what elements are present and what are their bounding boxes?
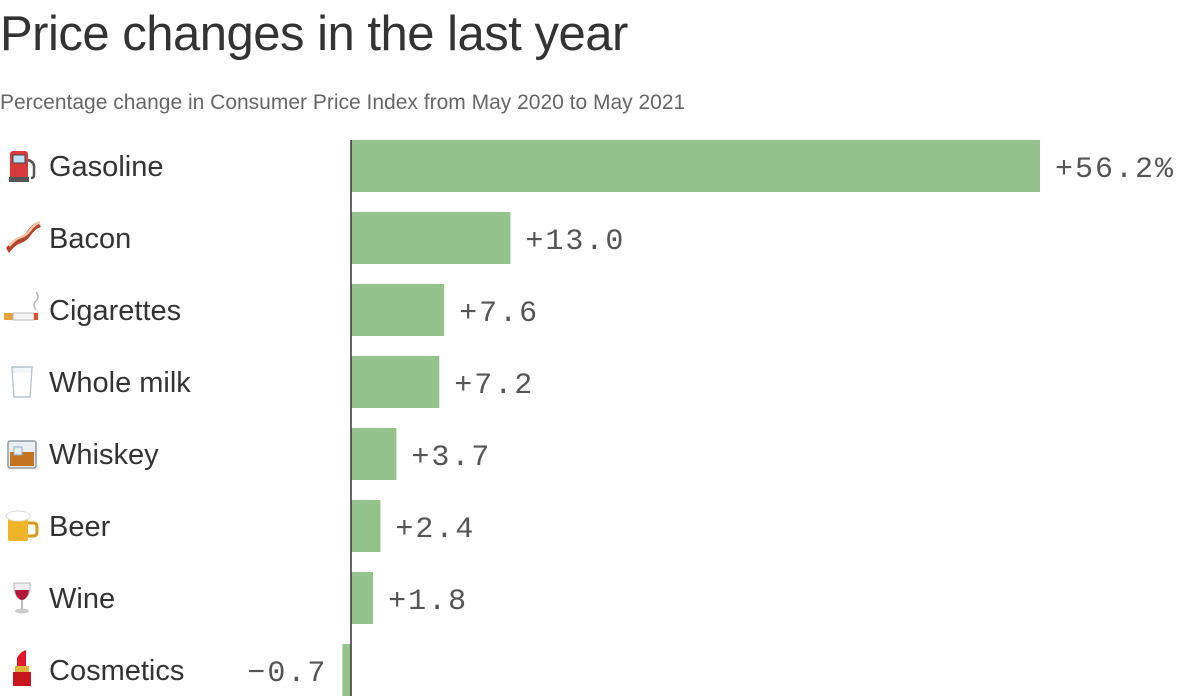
value-label: +13.0 [525, 225, 625, 259]
category-label: Wine [49, 583, 115, 615]
value-label: +2.4 [395, 513, 475, 547]
value-label: +3.7 [411, 441, 491, 475]
chart-title: Price changes in the last year [0, 7, 628, 61]
category-label: Whiskey [49, 439, 159, 471]
whiskey-glass-icon [7, 440, 37, 469]
category-label: Beer [49, 511, 111, 543]
category-label: Gasoline [49, 151, 163, 183]
bar [351, 428, 397, 480]
fuel-pump-icon [9, 151, 36, 182]
bar [351, 284, 445, 336]
category-label: Whole milk [49, 367, 191, 399]
chart-subtitle: Percentage change in Consumer Price Inde… [0, 91, 686, 114]
category-label: Bacon [49, 223, 131, 255]
bar [342, 644, 351, 696]
wine-glass-icon [13, 582, 31, 614]
bar [351, 572, 374, 624]
milk-glass-icon [11, 366, 33, 398]
bacon-icon [6, 220, 41, 253]
bar [351, 212, 511, 264]
lipstick-icon [13, 650, 31, 686]
value-label: +1.8 [388, 585, 468, 619]
value-label: +7.2 [454, 369, 534, 403]
value-label: −0.7 [247, 657, 327, 691]
value-label: +56.2% [1055, 153, 1175, 187]
cigarette-icon [4, 291, 39, 321]
beer-mug-icon [5, 510, 39, 541]
value-label: +7.6 [459, 297, 539, 331]
category-label: Cosmetics [49, 655, 184, 687]
category-label: Cigarettes [49, 295, 181, 327]
bar [351, 500, 381, 552]
bar [351, 140, 1041, 192]
bar [351, 356, 440, 408]
